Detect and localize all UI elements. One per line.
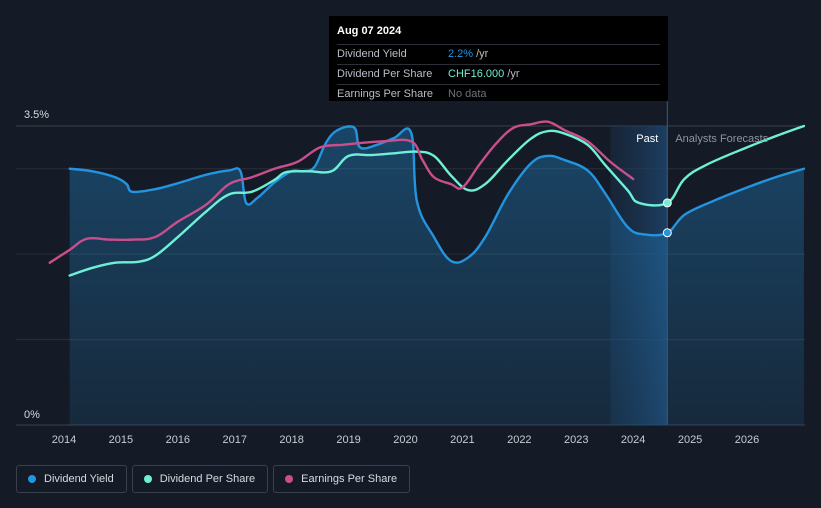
legend-label: Dividend Per Share	[159, 473, 256, 485]
earnings-per-share-dot-icon	[285, 475, 294, 483]
analysts-forecasts-label: Analysts Forecasts	[675, 133, 768, 145]
dividend-per-share-line	[68, 124, 806, 277]
tooltip-date: Aug 07 2024	[337, 25, 402, 37]
x-tick-label: 2014	[52, 434, 76, 446]
tooltip-row-earnings-per-share: Earnings Per Share No data	[337, 84, 660, 104]
legend-label: Dividend Yield	[44, 473, 114, 485]
x-tick-label: 2022	[507, 434, 531, 446]
tooltip-row-dividend-per-share: Dividend Per Share CHF16.000 /yr	[337, 64, 660, 84]
y-axis-min-label: 0%	[24, 409, 40, 421]
tooltip: Aug 07 2024 Dividend Yield 2.2% /yr Divi…	[329, 16, 668, 101]
dividend-yield-area	[69, 126, 804, 425]
legend-item-earnings-per-share[interactable]: Earnings Per Share	[273, 465, 411, 493]
legend-label: Earnings Per Share	[301, 473, 398, 485]
tooltip-row-dividend-yield: Dividend Yield 2.2% /yr	[337, 44, 660, 64]
tooltip-row-label: Earnings Per Share	[337, 88, 433, 100]
x-tick-label: 2016	[166, 434, 190, 446]
past-label: Past	[636, 133, 658, 145]
dividend-per-share-dot-icon	[143, 475, 152, 483]
tooltip-row-label: Dividend Per Share	[337, 68, 433, 80]
x-tick-label: 2023	[564, 434, 588, 446]
legend-item-dividend-per-share[interactable]: Dividend Per Share	[131, 465, 269, 493]
tooltip-row-unit: /yr	[507, 68, 520, 80]
dividend-yield-marker	[662, 228, 672, 238]
tooltip-row-unit: /yr	[476, 48, 489, 60]
legend: Dividend Yield Dividend Per Share Earnin…	[16, 465, 411, 493]
x-tick-label: 2025	[678, 434, 702, 446]
dividend-per-share-marker	[662, 198, 672, 208]
x-tick-label: 2024	[621, 434, 645, 446]
tooltip-row-value: No data	[448, 88, 487, 100]
y-axis-max-label: 3.5%	[24, 109, 49, 121]
tooltip-row-value: CHF16.000	[448, 68, 505, 80]
x-tick-label: 2019	[336, 434, 360, 446]
legend-item-dividend-yield[interactable]: Dividend Yield	[16, 465, 127, 493]
tooltip-row-label: Dividend Yield	[337, 48, 407, 60]
x-tick-label: 2015	[109, 434, 133, 446]
earnings-per-share-line	[48, 120, 635, 264]
x-tick-label: 2020	[393, 434, 417, 446]
tooltip-row-value: 2.2%	[448, 48, 474, 60]
dividend-yield-dot-icon	[28, 475, 36, 483]
x-tick-label: 2026	[735, 434, 759, 446]
x-tick-label: 2018	[279, 434, 303, 446]
x-tick-label: 2021	[450, 434, 474, 446]
x-tick-label: 2017	[223, 434, 247, 446]
